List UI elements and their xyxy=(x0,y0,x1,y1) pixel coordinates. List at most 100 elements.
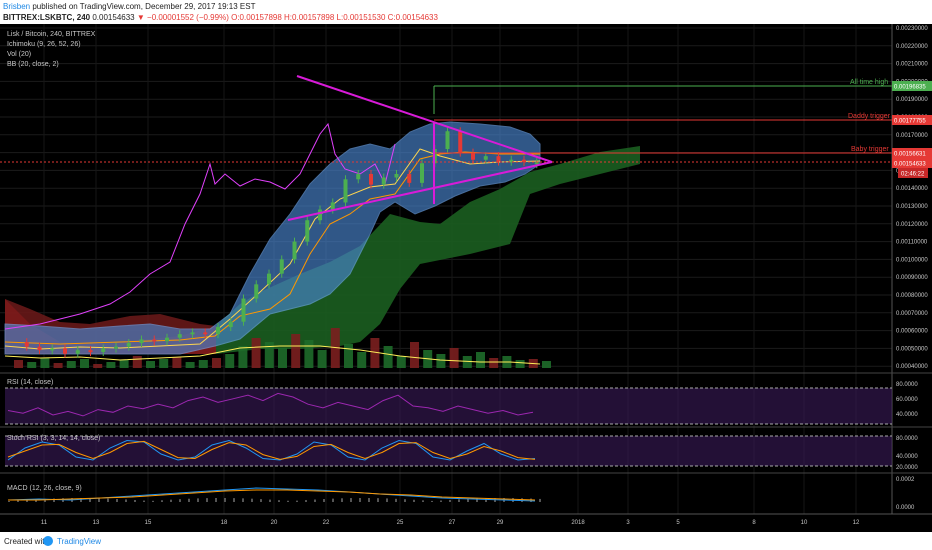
rsi-label[interactable]: RSI (14, close) xyxy=(7,379,53,386)
volume-bar xyxy=(278,348,287,368)
stoch-tick-80: 80.0000 xyxy=(896,436,918,442)
tradingview-logo-icon xyxy=(43,536,53,546)
ichimoku-label[interactable]: Ichimoku (9, 26, 52, 26) xyxy=(7,41,81,48)
volume-bar xyxy=(304,340,314,368)
stoch-tick-40: 40.0000 xyxy=(896,454,918,460)
volume-bar xyxy=(370,338,380,368)
macd-histogram-bar xyxy=(80,498,82,502)
volume-bar xyxy=(172,357,182,368)
volume-bar xyxy=(489,358,499,368)
macd-histogram-bar xyxy=(440,500,442,502)
price-chart[interactable]: All time high Daddy trigger Baby trigger… xyxy=(0,24,932,532)
daddy-label: Daddy trigger xyxy=(848,113,891,120)
price-axis-ticks: 0.002300000.002200000.002100000.00200000… xyxy=(896,26,928,370)
price-change: −0.00001552 (−0.99%) xyxy=(147,13,229,22)
time-tick-label: 8 xyxy=(752,520,756,526)
chikou-line xyxy=(4,122,396,330)
time-tick-label: 12 xyxy=(853,520,860,526)
macd-histogram-bar xyxy=(44,498,46,502)
candle-body xyxy=(534,162,539,165)
time-axis[interactable]: 11 13 15 18 20 22 25 27 29 2018 3 5 8 10 12 xyxy=(41,520,860,526)
stoch-label[interactable]: Stoch RSI (3, 3, 14, 14, close) xyxy=(7,435,100,442)
last-price-badge: 0.00154633 xyxy=(894,162,926,168)
candle-body xyxy=(483,156,488,160)
macd-histogram-bar xyxy=(422,500,424,502)
price-axis[interactable] xyxy=(892,24,932,373)
symbol-info: BITTREX:LSKBTC, 240 0.00154633 ▼ −0.0000… xyxy=(3,13,438,22)
macd-histogram-bar xyxy=(161,500,163,502)
volume-bar xyxy=(436,354,446,368)
candle-body xyxy=(394,173,399,178)
chart-title: Lisk / Bitcoin, 240, BITTREX xyxy=(7,31,96,38)
price-tick-label: 0.00120000 xyxy=(896,222,928,228)
tenkan-line xyxy=(4,148,541,350)
candle-body xyxy=(101,348,106,352)
candle-body xyxy=(381,177,386,185)
time-tick-label: 5 xyxy=(676,520,680,526)
volume-bar xyxy=(146,361,155,368)
macd-histogram-bar xyxy=(404,499,406,502)
macd-histogram-bar xyxy=(35,499,37,502)
price-tick-label: 0.00090000 xyxy=(896,275,928,281)
price-tick-label: 0.00110000 xyxy=(896,240,928,246)
macd-histogram-bar xyxy=(233,498,235,502)
stoch-d-line xyxy=(7,440,536,460)
candle-body xyxy=(292,241,297,260)
macd-histogram-bar xyxy=(116,498,118,502)
time-tick-label: 22 xyxy=(323,520,330,526)
stoch-tick-20: 20.0000 xyxy=(896,465,918,471)
candle-body xyxy=(126,343,131,347)
macd-histogram-bar xyxy=(170,499,172,502)
macd-histogram-bar xyxy=(449,499,451,502)
price-tick-label: 0.00040000 xyxy=(896,364,928,370)
macd-histogram-bar xyxy=(134,499,136,502)
candle-body xyxy=(63,348,67,354)
candle-body xyxy=(203,332,208,335)
countdown-badge: 02:46:22 xyxy=(901,172,925,178)
bb-label[interactable]: BB (20, close, 2) xyxy=(7,61,59,68)
price-tick-label: 0.00100000 xyxy=(896,257,928,263)
price-tick-label: 0.00140000 xyxy=(896,186,928,192)
volume-bar xyxy=(53,363,63,368)
candle-body xyxy=(471,152,475,160)
macd-label[interactable]: MACD (12, 26, close, 9) xyxy=(7,485,82,492)
macd-histogram-bar xyxy=(8,501,10,502)
macd-histogram-bar xyxy=(287,500,289,502)
footer: Created with TradingView xyxy=(0,532,932,550)
macd-histogram-bar xyxy=(179,499,181,502)
volume-bar xyxy=(449,348,459,368)
macd-histogram-bar xyxy=(206,498,208,502)
candle-body xyxy=(369,173,373,185)
candle-body xyxy=(407,173,412,183)
macd-histogram-bar xyxy=(197,498,199,502)
volume-bar xyxy=(106,362,116,368)
volume-label[interactable]: Vol (20) xyxy=(7,51,31,58)
rsi-line xyxy=(7,392,534,417)
macd-histogram-bar xyxy=(143,500,145,502)
volume-bar xyxy=(344,344,353,368)
macd-histogram-bar xyxy=(242,498,244,502)
tradingview-link[interactable]: TradingView xyxy=(57,537,102,546)
baby-label: Baby trigger xyxy=(851,146,889,153)
volume-bar xyxy=(159,359,169,368)
volume-bar xyxy=(357,352,367,368)
macd-histogram-bar xyxy=(485,498,487,502)
candle-body xyxy=(152,339,157,342)
macd-histogram-bar xyxy=(314,499,316,502)
candle-body xyxy=(139,339,144,344)
candle-body xyxy=(216,327,220,335)
price-tick-label: 0.00070000 xyxy=(896,311,928,317)
candle-body xyxy=(445,131,450,150)
volume-bar xyxy=(80,359,89,368)
time-tick-label: 2018 xyxy=(571,520,585,526)
price-tick-label: 0.00080000 xyxy=(896,293,928,299)
candle-body xyxy=(75,350,80,354)
macd-histogram-bar xyxy=(188,498,190,502)
time-tick-label: 27 xyxy=(449,520,456,526)
author-link[interactable]: Brisben xyxy=(3,2,31,11)
price-tick-label: 0.00050000 xyxy=(896,346,928,352)
candle-body xyxy=(522,159,526,163)
volume-bar xyxy=(212,358,221,368)
publish-date: published on TradingView.com, December 2… xyxy=(30,2,256,11)
candle-body xyxy=(190,332,195,335)
